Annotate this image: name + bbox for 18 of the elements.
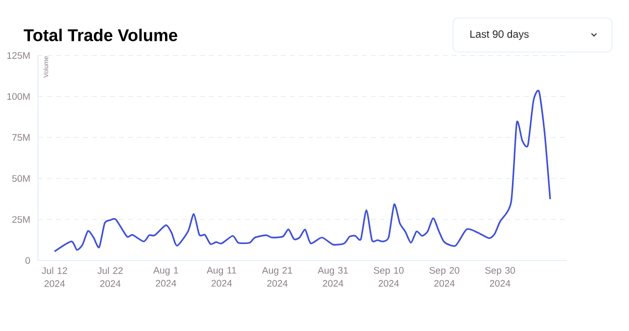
y-tick-label: 100M xyxy=(7,93,30,100)
x-tick-label: Aug 11 2024 xyxy=(206,266,236,287)
x-tick-label: Sep 10 2024 xyxy=(374,267,404,287)
x-tick-label: Jul 12 2024 xyxy=(42,267,68,287)
x-tick-label: Sep 30 2024 xyxy=(485,267,515,287)
x-tick-label: Aug 21 2024 xyxy=(262,267,292,287)
x-tick-label: Aug 1 2024 xyxy=(153,266,178,287)
text: Last 90 days xyxy=(470,30,529,40)
y-tick-label: 125M xyxy=(7,52,30,59)
y-tick-label: 50M xyxy=(12,175,30,182)
x-tick-label: Jul 22 2024 xyxy=(97,267,123,287)
y-tick-label: 25M xyxy=(12,216,30,223)
line-series xyxy=(54,90,551,252)
chart-title: Total Trade Volume xyxy=(24,28,178,42)
x-tick-label: Sep 20 2024 xyxy=(429,267,460,287)
x-tick-label: Aug 31 2024 xyxy=(318,267,348,287)
y-tick-label: 75M xyxy=(12,134,30,141)
y-tick-label: 0 xyxy=(25,257,30,264)
